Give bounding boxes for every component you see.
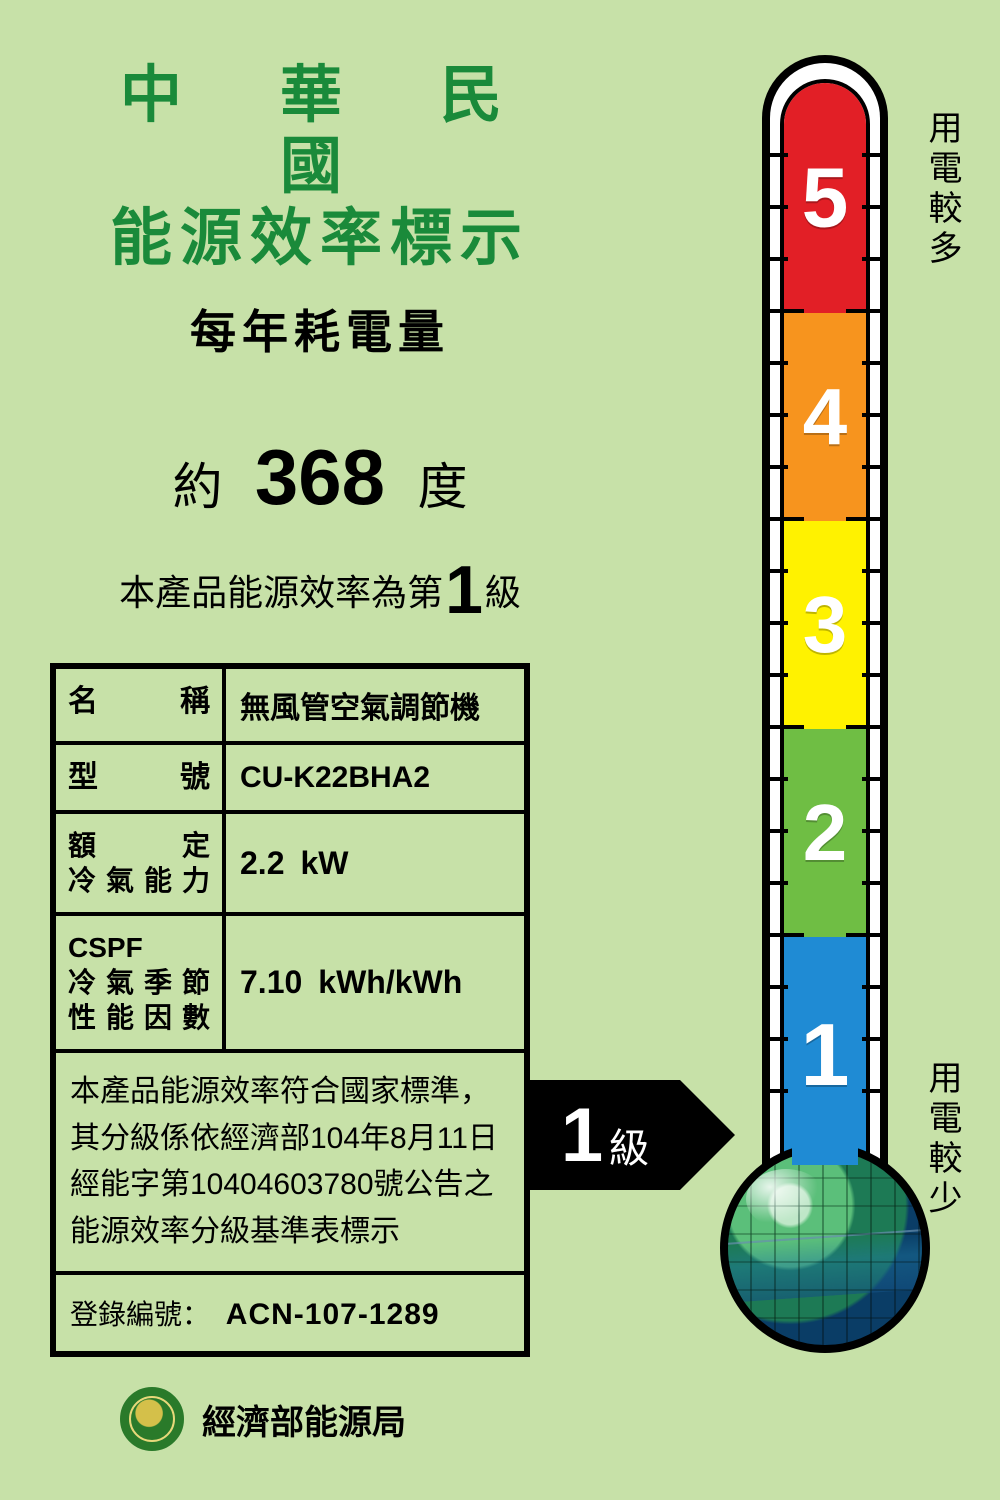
- grade-number: 1: [445, 552, 483, 628]
- spec-value-name: 無風管空氣調節機: [226, 669, 524, 741]
- grade-sentence: 本產品能源效率為第1級: [50, 551, 590, 629]
- annual-consumption: 約 368 度: [50, 432, 590, 523]
- spec-label-capacity: 額 定 冷氣能力: [56, 814, 226, 912]
- grade-badge: 1 級: [530, 1080, 750, 1190]
- thermometer-segment-2: 2: [784, 729, 866, 937]
- thermometer: 5 4 3 2 1: [740, 55, 910, 1385]
- spec-label-name: 名 稱: [56, 669, 226, 741]
- thermometer-level-1: 1: [784, 1004, 866, 1106]
- thermometer-segment-4: 4: [784, 313, 866, 521]
- spec-label-cspf: CSPF 冷氣季節 性能因數: [56, 916, 226, 1049]
- registration-label: 登錄編號：: [70, 1299, 210, 1330]
- spec-value-capacity: 2.2 kW: [226, 814, 524, 912]
- thermometer-segment-3: 3: [784, 521, 866, 729]
- label-title-line2: 能源效率標示: [50, 203, 590, 274]
- thermometer-level-2: 2: [784, 787, 866, 879]
- table-row: 型 號 CU-K22BHA2: [56, 745, 524, 815]
- table-row: CSPF 冷氣季節 性能因數 7.10 kWh/kWh: [56, 916, 524, 1053]
- spec-value-model: CU-K22BHA2: [226, 745, 524, 811]
- thermometer-level-4: 4: [784, 371, 866, 463]
- consumption-prefix: 約: [172, 447, 222, 519]
- globe-bulb-icon: [720, 1143, 930, 1353]
- issuer-name: 經濟部能源局: [202, 1395, 406, 1444]
- label-title-line1: 中 華 民 國: [50, 60, 590, 203]
- spec-label-model: 型 號: [56, 745, 226, 811]
- thermometer-segment-5: 5: [784, 83, 866, 313]
- table-row: 名 稱 無風管空氣調節機: [56, 669, 524, 745]
- consumption-value: 368: [255, 432, 385, 523]
- table-row: 額 定 冷氣能力 2.2 kW: [56, 814, 524, 916]
- registration-number: ACN-107-1289: [226, 1298, 440, 1331]
- compliance-note: 本產品能源效率符合國家標準，其分級係依經濟部104年8月11日經能字第10404…: [56, 1053, 524, 1275]
- grade-badge-suffix: 級: [609, 1116, 649, 1174]
- bureau-seal-icon: [120, 1387, 184, 1451]
- label-uses-less: 用電較少: [918, 1060, 967, 1220]
- registration-row: 登錄編號： ACN-107-1289: [56, 1275, 524, 1351]
- thermometer-fill: 5 4 3 2 1: [780, 79, 870, 1169]
- label-uses-more: 用電較多: [918, 110, 967, 270]
- thermometer-segment-1: 1: [784, 937, 866, 1169]
- thermometer-level-5: 5: [784, 150, 866, 247]
- grade-badge-number: 1: [561, 1092, 603, 1179]
- spec-table: 名 稱 無風管空氣調節機 型 號 CU-K22BHA2 額 定 冷氣能力 2.2…: [50, 663, 530, 1358]
- spec-value-cspf: 7.10 kWh/kWh: [226, 916, 524, 1049]
- consumption-unit: 度: [418, 447, 468, 519]
- label-subtitle: 每年耗電量: [50, 296, 590, 362]
- arrow-right-icon: [680, 1080, 735, 1190]
- grade-suffix: 級: [485, 572, 521, 613]
- issuer: 經濟部能源局: [120, 1387, 590, 1451]
- thermometer-level-3: 3: [784, 579, 866, 671]
- grade-prefix: 本產品能源效率為第: [119, 572, 443, 613]
